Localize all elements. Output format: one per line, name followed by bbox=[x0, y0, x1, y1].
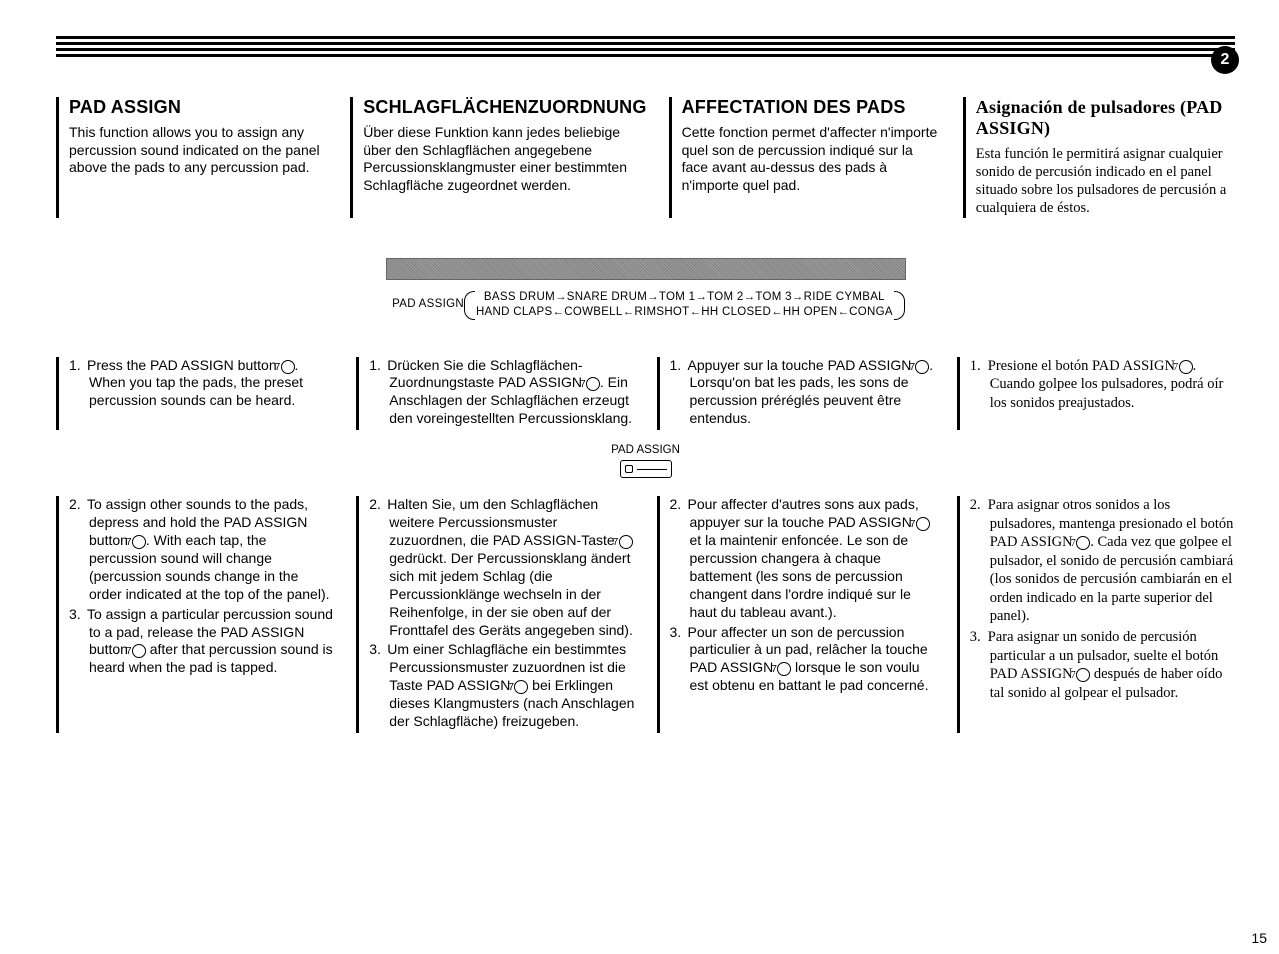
list-item: 2.Para asignar otros sonidos a los pulsa… bbox=[970, 496, 1235, 626]
steps23-de: 2.Halten Sie, um den Schlagflächen weite… bbox=[356, 496, 634, 733]
panel-strip-graphic bbox=[386, 258, 906, 280]
cycle-label: PAD ASSIGN bbox=[392, 297, 464, 313]
heading-es: Asignación de pulsadores (PAD ASSIGN) bbox=[976, 97, 1235, 139]
pad-assign-button-diagram: PAD ASSIGN bbox=[56, 444, 1235, 478]
step2-3-row: 2.To assign other sounds to the pads, de… bbox=[56, 496, 1235, 733]
col-es: Asignación de pulsadores (PAD ASSIGN) Es… bbox=[963, 97, 1235, 218]
list-item: 1.Appuyer sur la touche PAD ASSIGN 7. Lo… bbox=[670, 357, 935, 429]
list-item: 1.Drücken Sie die Schlagflächen-Zuordnun… bbox=[369, 357, 634, 429]
step1-fr: 1.Appuyer sur la touche PAD ASSIGN 7. Lo… bbox=[657, 357, 935, 431]
col-fr: AFFECTATION DES PADS Cette fonction perm… bbox=[669, 97, 941, 218]
intro-row: PAD ASSIGN This function allows you to a… bbox=[56, 97, 1235, 218]
list-item: 2.Pour affecter d'autres sons aux pads, … bbox=[670, 496, 935, 621]
list-item: 2.To assign other sounds to the pads, de… bbox=[69, 496, 334, 603]
steps23-fr: 2.Pour affecter d'autres sons aux pads, … bbox=[657, 496, 935, 733]
step1-row: 1.Press the PAD ASSIGN button 7. When yo… bbox=[56, 357, 1235, 431]
pad-assign-cycle: PAD ASSIGN BASS DRUM→SNARE DRUM→TOM 1→TO… bbox=[56, 290, 1235, 321]
list-item: 1.Press the PAD ASSIGN button 7. When yo… bbox=[69, 357, 334, 411]
heading-fr: AFFECTATION DES PADS bbox=[682, 97, 941, 118]
list-item: 2.Halten Sie, um den Schlagflächen weite… bbox=[369, 496, 634, 639]
cycle-top: BASS DRUM→SNARE DRUM→TOM 1→TOM 2→TOM 3→R… bbox=[484, 291, 885, 303]
step1-es: 1.Presione el botón PAD ASSIGN 7. Cuando… bbox=[957, 357, 1235, 431]
page-number: 15 bbox=[1251, 930, 1267, 946]
manual-page: 2 PAD ASSIGN This function allows you to… bbox=[0, 0, 1279, 954]
intro-en: This function allows you to assign any p… bbox=[69, 124, 328, 177]
heading-de: SCHLAGFLÄCHENZUORDNUNG bbox=[363, 97, 646, 118]
list-item: 3.To assign a particular percussion soun… bbox=[69, 606, 334, 678]
section-number-badge: 2 bbox=[1211, 46, 1239, 74]
intro-fr: Cette fonction permet d'affecter n'impor… bbox=[682, 124, 941, 194]
heading-en: PAD ASSIGN bbox=[69, 97, 328, 118]
step1-de: 1.Drücken Sie die Schlagflächen-Zuordnun… bbox=[356, 357, 634, 431]
list-item: 3.Pour affecter un son de percussion par… bbox=[670, 624, 935, 696]
steps23-es: 2.Para asignar otros sonidos a los pulsa… bbox=[957, 496, 1235, 733]
intro-es: Esta función le permitirá asignar cualqu… bbox=[976, 145, 1235, 218]
col-de: SCHLAGFLÄCHENZUORDNUNG Über diese Funkti… bbox=[350, 97, 646, 218]
cycle-bottom: HAND CLAPS←COWBELL←RIMSHOT←HH CLOSED←HH … bbox=[476, 306, 893, 318]
intro-de: Über diese Funktion kann jedes beliebige… bbox=[363, 124, 646, 194]
panel-diagram bbox=[386, 258, 906, 280]
button-icon bbox=[620, 460, 672, 478]
steps23-en: 2.To assign other sounds to the pads, de… bbox=[56, 496, 334, 733]
list-item: 1.Presione el botón PAD ASSIGN 7. Cuando… bbox=[970, 357, 1235, 413]
cycle-sequence: BASS DRUM→SNARE DRUM→TOM 1→TOM 2→TOM 3→R… bbox=[470, 290, 899, 321]
button-label: PAD ASSIGN bbox=[56, 444, 1235, 456]
list-item: 3.Para asignar un sonido de percusión pa… bbox=[970, 628, 1235, 702]
header-rules: 2 bbox=[56, 36, 1235, 57]
col-en: PAD ASSIGN This function allows you to a… bbox=[56, 97, 328, 218]
list-item: 3.Um einer Schlagfläche ein bestimmtes P… bbox=[369, 641, 634, 731]
step1-en: 1.Press the PAD ASSIGN button 7. When yo… bbox=[56, 357, 334, 431]
